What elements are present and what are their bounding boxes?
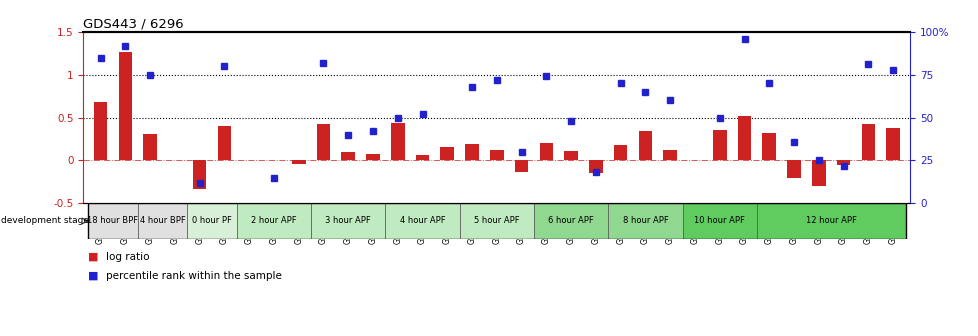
Text: 12 hour APF: 12 hour APF	[805, 216, 856, 225]
Bar	[138, 203, 187, 239]
Bar	[187, 203, 237, 239]
Text: 3 hour APF: 3 hour APF	[325, 216, 371, 225]
Bar	[217, 126, 231, 161]
Bar	[811, 161, 824, 186]
Bar	[682, 203, 756, 239]
Text: development stage: development stage	[1, 216, 89, 225]
Bar	[237, 203, 311, 239]
Bar	[316, 124, 330, 161]
Bar	[762, 133, 776, 161]
Text: 10 hour APF: 10 hour APF	[693, 216, 744, 225]
Bar	[607, 203, 682, 239]
Bar	[390, 123, 404, 161]
Bar	[94, 102, 108, 161]
Bar	[861, 124, 874, 161]
Text: ■: ■	[88, 270, 99, 281]
Bar	[291, 161, 305, 164]
Text: percentile rank within the sample: percentile rank within the sample	[106, 270, 282, 281]
Bar	[460, 203, 533, 239]
Bar	[836, 161, 850, 165]
Bar	[533, 203, 607, 239]
Bar	[539, 143, 553, 161]
Text: 4 hour BPF: 4 hour BPF	[140, 216, 185, 225]
Text: ■: ■	[88, 252, 99, 262]
Text: 6 hour APF: 6 hour APF	[548, 216, 594, 225]
Bar	[366, 154, 379, 161]
Bar	[385, 203, 460, 239]
Bar	[638, 131, 651, 161]
Text: 4 hour APF: 4 hour APF	[399, 216, 445, 225]
Bar	[311, 203, 385, 239]
Bar	[514, 161, 528, 172]
Text: 2 hour APF: 2 hour APF	[251, 216, 296, 225]
Bar	[341, 152, 355, 161]
Text: 8 hour APF: 8 hour APF	[622, 216, 668, 225]
Bar	[756, 203, 905, 239]
Bar	[885, 128, 899, 161]
Bar	[786, 161, 800, 178]
Bar	[193, 161, 206, 189]
Bar	[143, 134, 156, 161]
Bar	[118, 52, 132, 161]
Bar	[440, 147, 454, 161]
Text: 0 hour PF: 0 hour PF	[192, 216, 232, 225]
Bar	[563, 151, 577, 161]
Bar	[490, 150, 503, 161]
Bar	[416, 155, 429, 161]
Bar	[589, 161, 602, 173]
Bar	[465, 144, 478, 161]
Bar	[737, 116, 750, 161]
Bar	[88, 203, 138, 239]
Text: log ratio: log ratio	[106, 252, 149, 262]
Bar	[663, 150, 677, 161]
Bar	[613, 145, 627, 161]
Bar	[712, 130, 726, 161]
Text: GDS443 / 6296: GDS443 / 6296	[83, 18, 184, 31]
Text: 18 hour BPF: 18 hour BPF	[87, 216, 138, 225]
Text: 5 hour APF: 5 hour APF	[473, 216, 519, 225]
